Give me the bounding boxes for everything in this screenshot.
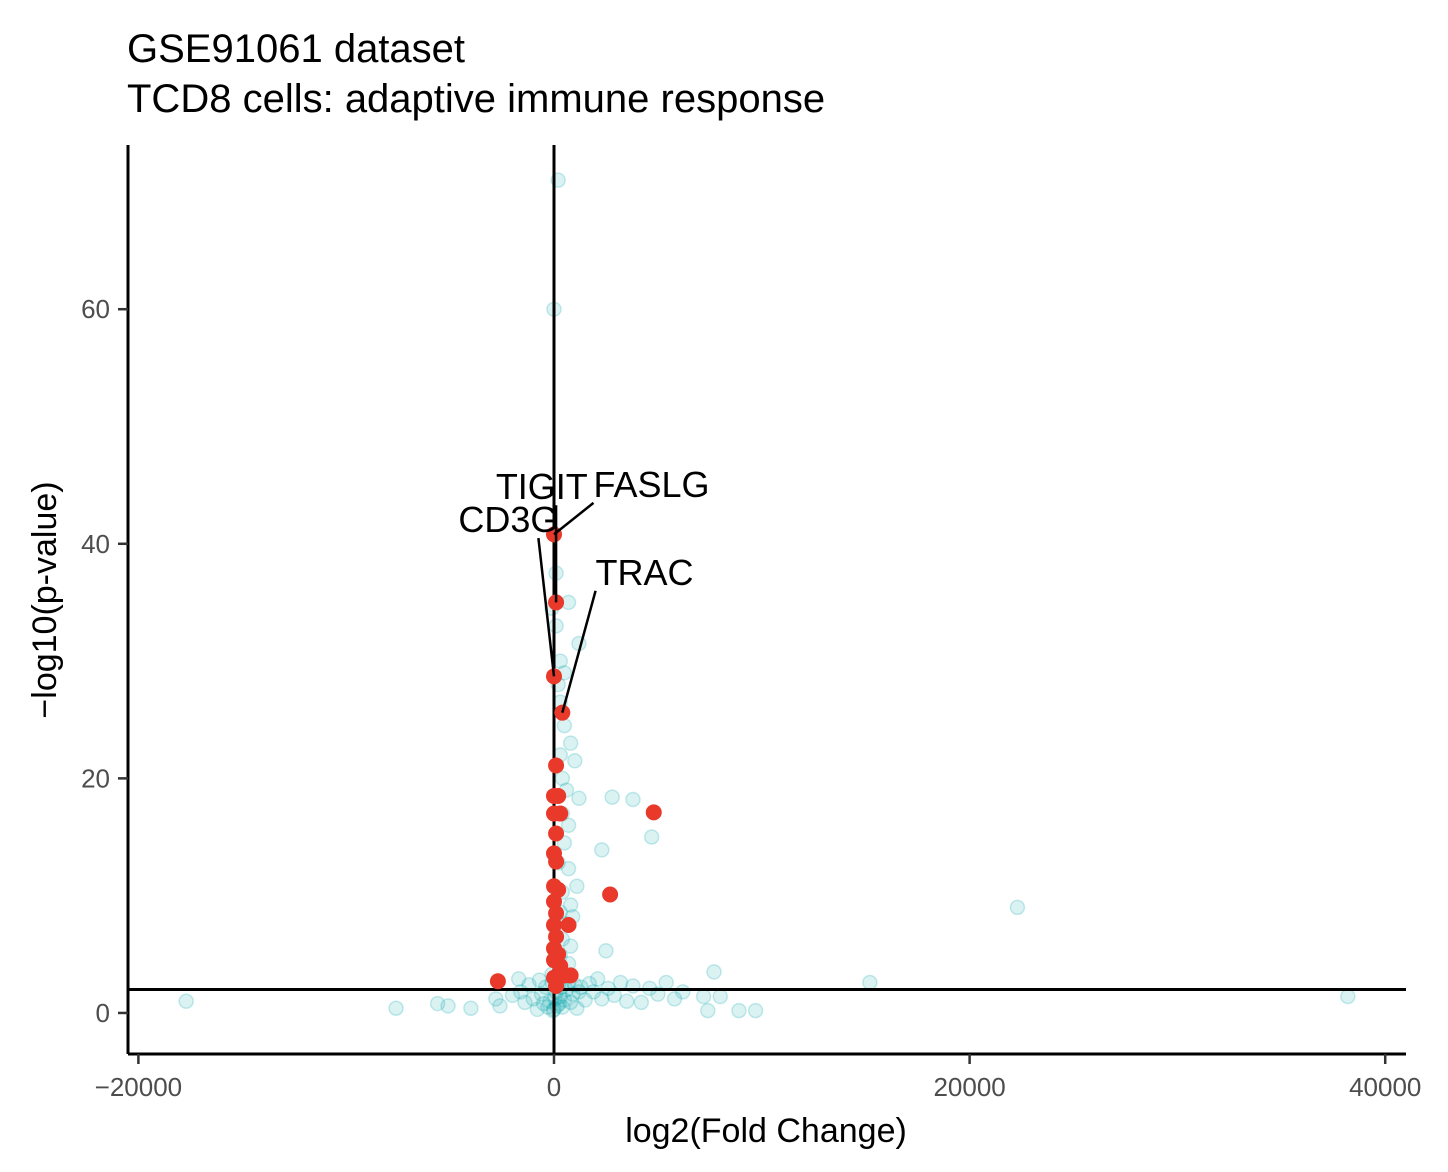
background-point	[562, 994, 579, 1011]
highlight-point	[550, 787, 567, 804]
background-point	[666, 991, 683, 1007]
background-point	[571, 790, 587, 807]
background-point	[510, 971, 527, 987]
background-point	[567, 753, 583, 769]
background-point	[525, 991, 541, 1007]
background-point	[560, 817, 577, 834]
background-point	[562, 897, 579, 913]
background-point	[535, 995, 552, 1012]
background-point	[529, 1001, 546, 1018]
background-point	[388, 1000, 404, 1017]
background-points	[178, 172, 1356, 1019]
background-point	[604, 789, 620, 805]
x-axis-label: log2(Fold Change)	[625, 1112, 907, 1150]
leader-line	[553, 501, 595, 536]
background-point	[178, 993, 194, 1009]
background-point	[569, 1000, 585, 1017]
background-point	[695, 988, 712, 1005]
y-tick-label: 20	[81, 763, 110, 793]
reference-lines	[128, 145, 1406, 1054]
highlight-point	[548, 757, 565, 774]
background-point	[569, 878, 585, 895]
background-point	[675, 984, 691, 1000]
x-tick-label: 40000	[1349, 1072, 1421, 1102]
background-point	[548, 618, 564, 634]
background-point	[658, 974, 674, 991]
gene-label: FASLG	[593, 464, 709, 505]
leader-line	[537, 537, 556, 677]
x-tick-label: −20000	[95, 1072, 182, 1102]
background-point	[517, 994, 533, 1011]
background-point	[706, 964, 722, 980]
x-tick-label: 0	[547, 1072, 561, 1102]
y-tick-label: 40	[81, 529, 110, 559]
highlight-points	[489, 526, 662, 994]
background-point	[551, 995, 567, 1012]
background-point	[862, 974, 878, 991]
x-tick-label: 20000	[933, 1072, 1005, 1102]
highlight-point	[602, 886, 619, 903]
gene-label: TRAC	[596, 552, 694, 593]
axes: −20000 0 20000 40000 0 20 40 60	[81, 145, 1421, 1102]
background-point	[1340, 988, 1356, 1005]
gene-label: TIGIT	[496, 466, 588, 507]
background-point	[598, 943, 614, 959]
background-point	[562, 735, 579, 751]
background-point	[560, 860, 577, 877]
background-point	[643, 829, 660, 845]
highlight-point	[645, 804, 662, 821]
highlight-point	[562, 967, 579, 984]
background-point	[577, 992, 593, 1008]
highlight-point	[489, 973, 506, 990]
highlight-point	[548, 977, 565, 994]
background-point	[589, 971, 606, 987]
background-point	[625, 791, 641, 808]
chart-subtitle: TCD8 cells: adaptive immune response	[127, 77, 825, 121]
background-point	[562, 938, 579, 954]
background-point	[633, 994, 650, 1011]
background-point	[556, 992, 573, 1008]
highlight-point	[552, 805, 569, 822]
background-point	[594, 991, 610, 1007]
background-point	[618, 993, 635, 1009]
y-axis-label: −log10(p-value)	[26, 481, 64, 718]
chart-title: GSE91061 dataset	[127, 27, 465, 71]
background-point	[700, 1002, 716, 1019]
background-point	[1009, 899, 1026, 916]
highlight-point	[548, 853, 565, 870]
leader-line	[561, 590, 597, 714]
gene-label: CD3G	[458, 499, 558, 540]
background-point	[440, 998, 456, 1014]
highlight-point	[548, 825, 565, 842]
background-point	[747, 1002, 764, 1019]
background-point	[492, 998, 508, 1014]
background-point	[429, 995, 446, 1012]
y-tick-label: 60	[81, 294, 110, 324]
background-point	[488, 991, 504, 1007]
highlight-point	[560, 916, 577, 933]
y-tick-label: 0	[96, 998, 110, 1028]
background-point	[463, 1000, 479, 1017]
background-point	[594, 842, 610, 858]
background-point	[712, 988, 728, 1005]
background-point	[556, 717, 573, 734]
background-point	[731, 1002, 747, 1019]
